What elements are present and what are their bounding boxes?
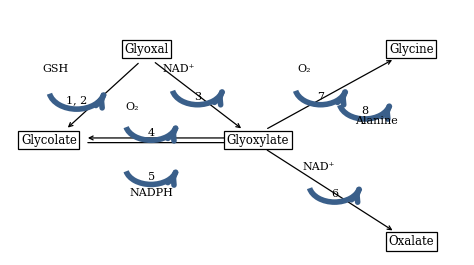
Text: 1, 2: 1, 2 xyxy=(66,95,87,105)
Text: NAD⁺: NAD⁺ xyxy=(163,64,195,74)
Text: NAD⁺: NAD⁺ xyxy=(302,162,335,172)
Text: 4: 4 xyxy=(147,128,155,138)
Text: 5: 5 xyxy=(147,172,155,182)
Text: 3: 3 xyxy=(194,92,201,102)
Text: GSH: GSH xyxy=(43,64,69,74)
Text: Glyoxal: Glyoxal xyxy=(124,43,169,56)
Text: Glyoxylate: Glyoxylate xyxy=(227,134,289,147)
Text: 8: 8 xyxy=(361,106,368,116)
Text: 6: 6 xyxy=(331,189,338,199)
Text: Oxalate: Oxalate xyxy=(388,235,434,248)
Text: 7: 7 xyxy=(317,92,324,102)
Text: Glycine: Glycine xyxy=(389,43,434,56)
Text: NADPH: NADPH xyxy=(129,188,173,198)
Text: O₂: O₂ xyxy=(126,101,139,112)
Text: Alanine: Alanine xyxy=(355,116,398,126)
Text: O₂: O₂ xyxy=(298,64,311,74)
Text: Glycolate: Glycolate xyxy=(21,134,77,147)
